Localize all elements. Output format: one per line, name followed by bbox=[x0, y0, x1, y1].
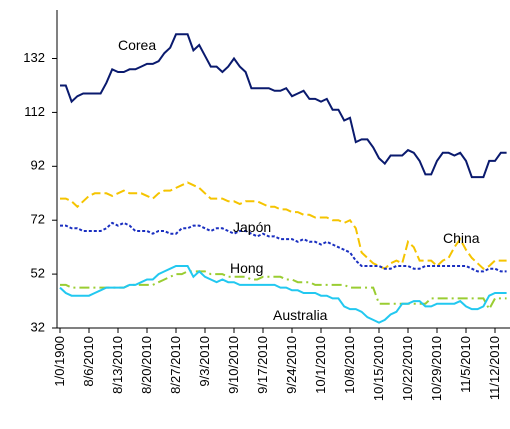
x-tick-label: 8/27/2010 bbox=[168, 336, 183, 394]
x-tick-label: 10/1/2010 bbox=[313, 336, 328, 394]
x-tick-label: 9/17/2010 bbox=[255, 336, 270, 394]
x-tick-label: 9/24/2010 bbox=[284, 336, 299, 394]
x-tick-label: 1/0/1900 bbox=[52, 336, 67, 387]
x-tick-label: 8/6/2010 bbox=[81, 336, 96, 387]
x-tick-label: 10/29/2010 bbox=[429, 336, 444, 401]
series-annotation: Corea bbox=[118, 37, 156, 53]
y-tick-label: 32 bbox=[31, 319, 45, 334]
x-tick-label: 9/10/2010 bbox=[226, 336, 241, 394]
y-tick-label: 92 bbox=[31, 158, 45, 173]
series-line bbox=[60, 181, 507, 270]
series-annotation: Japón bbox=[233, 219, 271, 235]
series-annotation: Australia bbox=[273, 307, 328, 323]
x-tick-label: 8/13/2010 bbox=[110, 336, 125, 394]
series-line bbox=[60, 33, 507, 179]
x-tick-label: 8/20/2010 bbox=[139, 336, 154, 394]
x-tick-label: 11/5/2010 bbox=[458, 336, 473, 393]
x-tick-label: 10/22/2010 bbox=[400, 336, 415, 401]
y-tick-label: 112 bbox=[24, 104, 45, 119]
series-annotation: Hong bbox=[230, 260, 263, 276]
series-annotation: China bbox=[443, 230, 480, 246]
y-tick-label: 52 bbox=[31, 266, 45, 281]
x-tick-label: 10/15/2010 bbox=[371, 336, 386, 401]
x-tick-label: 11/12/2010 bbox=[487, 336, 502, 400]
y-tick-label: 132 bbox=[23, 50, 45, 65]
y-tick-label: 72 bbox=[31, 212, 45, 227]
x-tick-label: 10/8/2010 bbox=[342, 336, 357, 394]
series-line bbox=[59, 265, 507, 324]
x-tick-label: 9/3/2010 bbox=[197, 336, 212, 387]
series-line bbox=[60, 221, 507, 273]
